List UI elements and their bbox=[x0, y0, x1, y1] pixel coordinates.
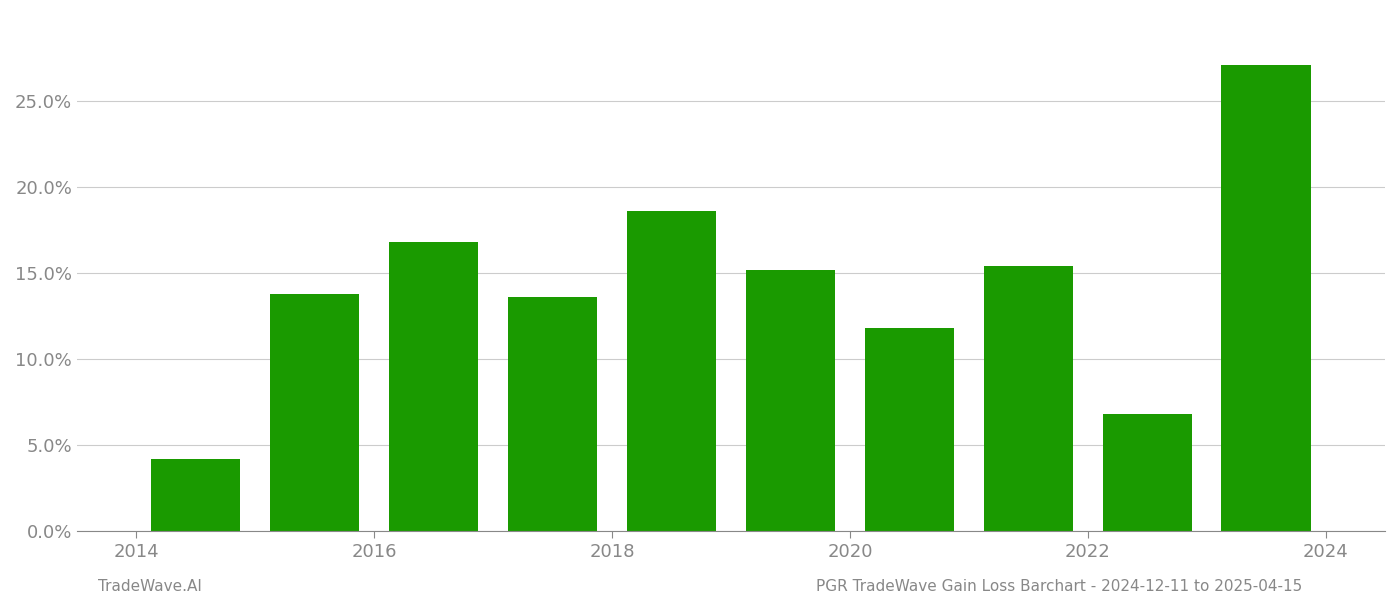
Bar bbox=[984, 266, 1072, 531]
Bar bbox=[865, 328, 953, 531]
Bar bbox=[1103, 414, 1191, 531]
Text: PGR TradeWave Gain Loss Barchart - 2024-12-11 to 2025-04-15: PGR TradeWave Gain Loss Barchart - 2024-… bbox=[816, 579, 1302, 594]
Text: TradeWave.AI: TradeWave.AI bbox=[98, 579, 202, 594]
Bar bbox=[1221, 65, 1310, 531]
Bar bbox=[270, 294, 360, 531]
Bar bbox=[389, 242, 479, 531]
Bar bbox=[746, 269, 834, 531]
Bar bbox=[627, 211, 717, 531]
Bar bbox=[508, 297, 598, 531]
Bar bbox=[151, 459, 241, 531]
